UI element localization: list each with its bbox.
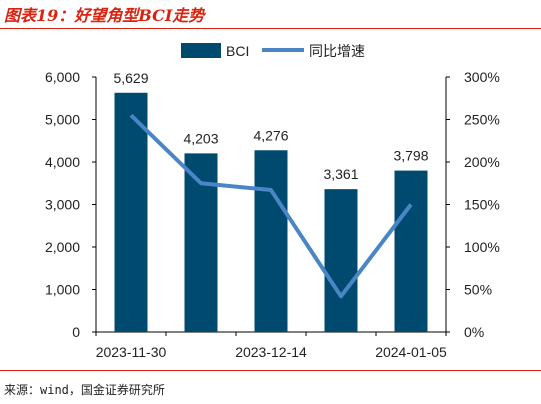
bar-data-label: 5,629	[113, 70, 148, 86]
bar	[254, 150, 288, 332]
right-axis-tick-label: 250%	[464, 112, 500, 128]
right-axis-tick-label: 100%	[464, 239, 500, 255]
bar	[184, 153, 218, 332]
right-axis-tick-label: 200%	[464, 154, 500, 170]
left-axis-tick-label: 4,000	[45, 154, 80, 170]
line-series	[129, 113, 413, 299]
left-axis-tick-label: 0	[72, 324, 80, 340]
bar	[394, 170, 428, 332]
left-axis-tick-label: 5,000	[45, 112, 80, 128]
bar-data-label: 3,361	[323, 166, 358, 182]
legend: BCI 同比增速	[181, 43, 365, 59]
x-axis-tick-label: 2023-12-14	[235, 344, 307, 360]
left-axis-tick-label: 3,000	[45, 197, 80, 213]
left-axis-tick-label: 2,000	[45, 239, 80, 255]
source-note: 来源：wind，国金证券研究所	[4, 383, 165, 397]
bar	[114, 92, 148, 332]
x-axis-tick-label: 2023-11-30	[96, 344, 167, 360]
bci-chart: BCI 同比增速 0 1,000 2,000 3,000 4,000 5,000 6,000…	[45, 43, 500, 360]
right-axis-tick-label: 150%	[464, 197, 500, 213]
figure-title: 图表19：好望角型BCI走势	[4, 6, 205, 25]
bar-series: 5,629 4,203 4,276 3,361 3,798	[113, 70, 429, 332]
footer-divider	[0, 370, 541, 371]
title-divider	[0, 28, 541, 29]
bar-data-label: 3,798	[393, 148, 428, 164]
legend-bci-label: BCI	[226, 43, 249, 59]
left-axis-tick-label: 1,000	[45, 282, 80, 298]
right-axis-tick-label: 50%	[464, 282, 492, 298]
bar	[324, 189, 358, 332]
bar-data-label: 4,203	[183, 130, 218, 146]
right-axis-tick-label: 0%	[464, 324, 484, 340]
legend-yoy-label: 同比增速	[309, 43, 365, 59]
axes: 0 1,000 2,000 3,000 4,000 5,000 6,000 0% 50% 100%…	[45, 69, 500, 360]
right-axis-tick-label: 300%	[464, 69, 500, 85]
x-axis-tick-label: 2024-01-05	[375, 344, 447, 360]
bar-data-label: 4,276	[253, 127, 288, 143]
legend-bci-swatch	[181, 43, 221, 58]
left-axis-tick-label: 6,000	[45, 69, 80, 85]
